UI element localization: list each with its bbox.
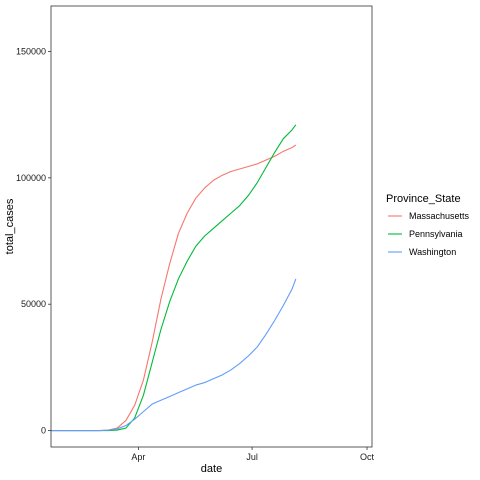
- legend-title: Province_State: [386, 193, 461, 205]
- plot-panel-border: [50, 5, 373, 448]
- series-line-pennsylvania: [51, 124, 297, 432]
- legend-label-massachusetts: Massachusetts: [409, 211, 470, 221]
- x-tick-label: Apr: [131, 452, 145, 462]
- series-line-washington: [51, 278, 297, 432]
- y-tick-label: 150000: [16, 46, 46, 56]
- y-tick-label: 0: [41, 426, 46, 436]
- legend-label-washington: Washington: [409, 247, 456, 257]
- series-line-massachusetts: [51, 144, 297, 432]
- legend-label-pennsylvania: Pennsylvania: [409, 229, 463, 239]
- legend: Province_State Massachusetts Pennsylvania…: [386, 193, 470, 257]
- y-tick-label: 50000: [21, 299, 46, 309]
- x-tick-label: Jul: [246, 452, 258, 462]
- y-tick-label: 100000: [16, 173, 46, 183]
- x-axis-title: date: [201, 463, 222, 475]
- x-tick-label: Oct: [360, 452, 375, 462]
- y-axis-title: total_cases: [4, 198, 16, 254]
- y-axis: 0 50000 100000 150000: [16, 46, 51, 436]
- x-axis: Apr Jul Oct: [131, 447, 374, 462]
- series-layer: [51, 124, 297, 432]
